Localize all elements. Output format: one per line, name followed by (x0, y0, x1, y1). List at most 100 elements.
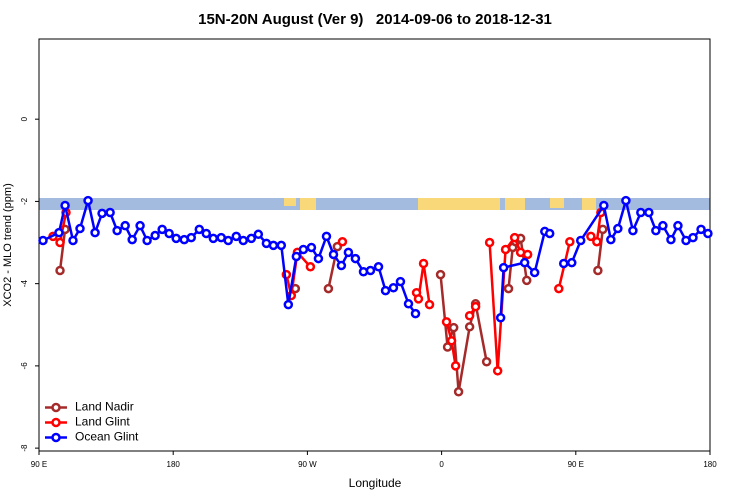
point (464, 310, 475, 321)
point (498, 262, 509, 273)
point (435, 269, 446, 280)
point (83, 195, 93, 206)
point (521, 275, 532, 286)
x-tick-label: 180 (167, 460, 181, 469)
point (75, 223, 85, 234)
point (554, 283, 564, 294)
legend-marker (51, 432, 61, 443)
point (201, 228, 212, 239)
point (350, 253, 361, 264)
legend-label: Land Glint (75, 415, 130, 429)
point (55, 265, 65, 276)
point (442, 342, 453, 352)
y-tick-label: 0 (20, 116, 29, 121)
point (231, 231, 242, 242)
series (55, 224, 608, 397)
point (268, 240, 279, 251)
point (418, 258, 429, 269)
point (157, 224, 167, 235)
point (246, 233, 257, 244)
ocean-band (39, 198, 710, 210)
point (651, 225, 661, 236)
land-patch (300, 198, 316, 210)
point (567, 257, 577, 268)
point (481, 357, 492, 367)
x-tick-label: 180 (703, 460, 717, 469)
point (127, 234, 137, 245)
y-tick-label: -2 (20, 197, 29, 205)
point (448, 322, 459, 333)
point (558, 258, 569, 269)
point (575, 235, 586, 246)
point (593, 265, 603, 276)
point (441, 317, 452, 327)
point (599, 200, 609, 211)
point (410, 308, 421, 319)
point (413, 294, 424, 304)
point (283, 299, 294, 310)
point (321, 231, 332, 242)
point (492, 366, 503, 376)
point (544, 228, 555, 239)
y-tick-label: -6 (20, 362, 29, 370)
land-patch (418, 198, 500, 210)
y-axis-label: XCO2 - MLO trend (ppm) (2, 183, 14, 306)
point (365, 265, 376, 276)
legend-label: Land Nadir (75, 400, 134, 414)
point (403, 299, 414, 309)
point (592, 236, 602, 247)
point (276, 240, 287, 251)
point (464, 322, 475, 332)
point (150, 230, 160, 241)
point (55, 237, 65, 248)
x-tick-label: 90 W (298, 460, 317, 469)
point (606, 234, 616, 245)
point (453, 387, 464, 397)
point (298, 244, 309, 255)
x-axis-label: Longitude (349, 476, 402, 490)
point (503, 283, 514, 294)
y-tick-label: -4 (20, 280, 29, 288)
x-tick-label: 90 E (568, 460, 584, 469)
plot-frame (38, 38, 711, 452)
point (305, 262, 316, 272)
point (658, 220, 668, 231)
point (446, 336, 457, 346)
point (388, 283, 399, 293)
point (666, 234, 676, 245)
x-tick-label: 90 E (31, 460, 47, 469)
point (500, 244, 511, 255)
point (509, 232, 520, 243)
chart-title: 15N-20N August (Ver 9) 2014-09-06 to 201… (198, 11, 552, 28)
point (135, 220, 145, 231)
point (450, 361, 461, 371)
point (519, 257, 530, 268)
point (565, 236, 575, 247)
point (598, 224, 608, 235)
point (194, 224, 205, 235)
point (522, 249, 533, 260)
series (48, 207, 606, 376)
point (470, 301, 481, 312)
point (495, 313, 506, 323)
point (644, 207, 654, 218)
legend-marker (51, 417, 61, 428)
point (186, 232, 196, 243)
point (120, 220, 130, 231)
point (38, 235, 48, 246)
point (613, 223, 623, 234)
point (703, 228, 713, 239)
point (291, 251, 302, 262)
point (343, 247, 354, 258)
point (696, 224, 706, 235)
point (628, 225, 638, 236)
surface-band (39, 198, 710, 210)
point (621, 195, 631, 206)
point (223, 235, 233, 246)
legend-marker (51, 402, 61, 413)
point (636, 207, 646, 218)
point (395, 276, 406, 287)
land-patch (284, 198, 296, 206)
